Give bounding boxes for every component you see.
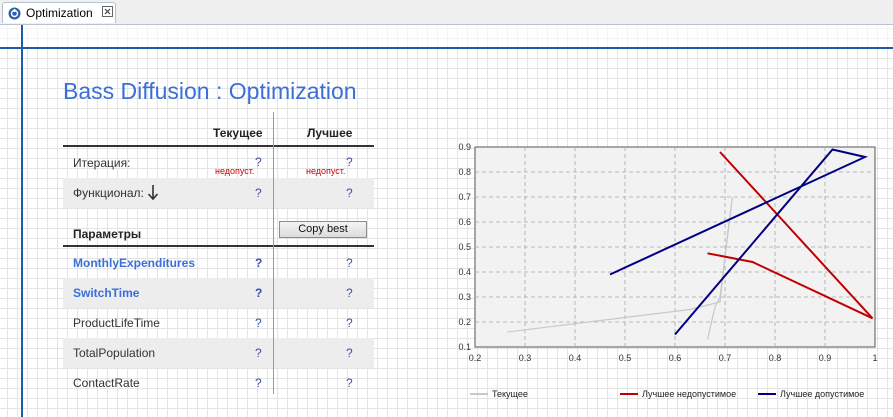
param-best-value: ? [346,286,353,300]
x-tick-label: 0.2 [469,353,482,363]
x-tick-label: 0.9 [819,353,832,363]
legend-label: Лучшее допустимое [780,389,864,399]
copy-best-button[interactable]: Copy best [279,221,367,238]
param-label: ContactRate [73,376,140,390]
y-tick-label: 0.4 [458,267,471,277]
param-row-total-population: TotalPopulation ? ? [63,338,374,368]
y-tick-label: 0.9 [458,142,471,152]
optimization-icon [8,7,21,20]
close-icon[interactable] [102,6,113,17]
objective-row: Функционал: ? ? [63,178,374,208]
tab-optimization[interactable]: Optimization [2,2,116,23]
param-current-value: ? [255,316,262,330]
iteration-label: Итерация: [73,156,131,170]
x-tick-label: 0.3 [519,353,532,363]
x-tick-label: 0.6 [669,353,682,363]
tab-label: Optimization [26,6,93,20]
param-label: MonthlyExpenditures [73,256,196,270]
column-header-current: Текущее [213,126,263,140]
param-best-value: ? [346,256,353,270]
iteration-row: Итерация: ? недопуст. ? недопуст. [63,148,374,178]
x-tick-label: 0.7 [719,353,732,363]
header-rule [63,145,374,147]
param-current-value: ? [255,346,262,360]
y-tick-label: 0.5 [458,242,471,252]
page-title: Bass Diffusion : Optimization [63,78,357,104]
objective-label: Функционал: [73,186,144,200]
column-header-best: Лучшее [307,126,353,140]
y-tick-label: 0.1 [458,342,471,352]
tab-bar: Optimization [0,0,893,25]
param-best-value: ? [346,346,353,360]
param-label: ProductLifeTime [73,316,160,330]
param-current-value: ? [255,256,263,270]
param-label: SwitchTime [73,286,140,300]
y-tick-label: 0.2 [458,317,471,327]
x-tick-label: 0.8 [769,353,782,363]
arrow-down-icon [147,185,159,201]
y-tick-label: 0.6 [458,217,471,227]
frame-guide-vertical [21,25,23,417]
column-divider [273,112,274,394]
objective-current-value: ? [255,186,262,200]
param-label: TotalPopulation [73,346,156,360]
legend-label: Лучшее недопустимое [642,389,736,399]
series-line-2 [707,151,874,320]
series-line-1 [507,196,734,340]
iteration-best-status: недопуст. [306,166,346,176]
param-best-value: ? [346,316,353,330]
optimization-panel: Текущее Лучшее Итерация: ? недопуст. ? н… [63,112,374,398]
iteration-best-value: ? [346,155,353,169]
param-row-monthly-expenditures: MonthlyExpenditures ? ? [63,248,374,278]
x-tick-label: 1 [872,353,877,363]
y-tick-label: 0.8 [458,167,471,177]
param-current-value: ? [255,376,262,390]
x-tick-label: 0.5 [619,353,632,363]
parameters-rule [63,245,374,247]
parameters-header: Параметры [73,227,142,241]
legend-label: Текущее [492,389,528,399]
iteration-current-value: ? [255,155,262,169]
series-line-3 [609,148,869,336]
param-row-contact-rate: ContactRate ? ? [63,368,374,398]
canvas-top-margin [0,25,893,47]
param-current-value: ? [255,286,263,300]
optimization-chart: 0.2 0.3 0.4 0.5 0.6 0.7 0.8 0.9 10.10.20.30.40.5… [458,142,877,399]
objective-best-value: ? [346,186,353,200]
param-row-switch-time: SwitchTime ? ? [63,278,374,308]
iteration-current-status: недопуст. [215,166,255,176]
param-best-value: ? [346,376,353,390]
param-row-product-life-time: ProductLifeTime ? ? [63,308,374,338]
frame-guide-horizontal [0,47,893,49]
x-tick-label: 0.4 [569,353,582,363]
y-tick-label: 0.3 [458,292,471,302]
y-tick-label: 0.7 [458,192,471,202]
